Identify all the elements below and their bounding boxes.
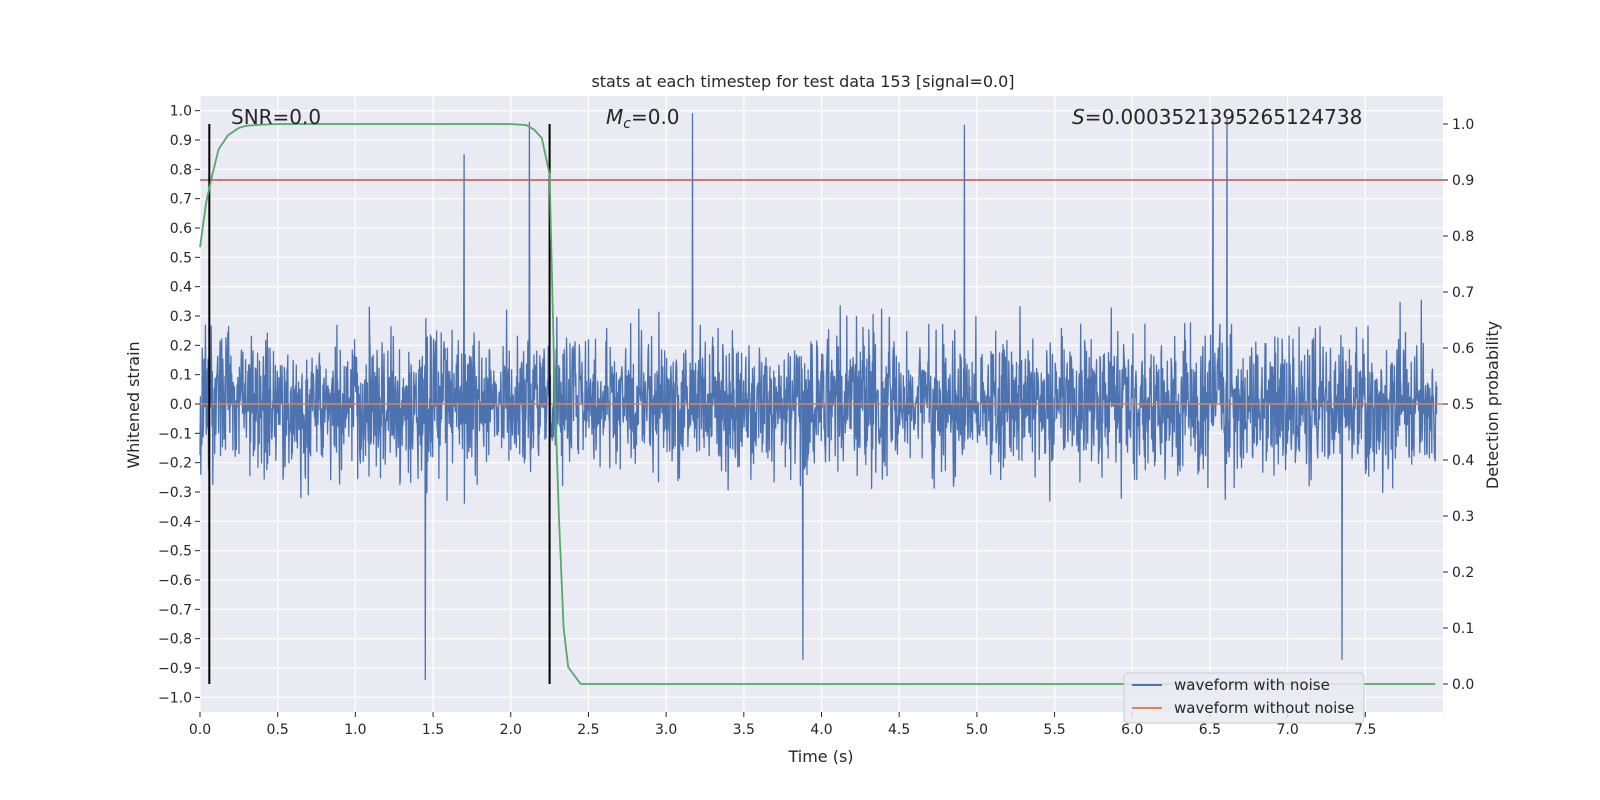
y-tick-label: 0.9 (170, 133, 192, 149)
x-tick-label: 2.5 (577, 722, 599, 738)
right-tick-label: 0.8 (1452, 229, 1474, 245)
y-tick-label: 0.6 (170, 221, 192, 237)
y-tick-label: 0.2 (170, 338, 192, 354)
right-tick-label: 0.9 (1452, 173, 1474, 189)
x-axis-ticks: 0.0 0.5 1.0 1.5 2.0 2.5 3.0 3.5 4.0 4.5 5.0 5.5 6.0 6… (189, 712, 1376, 738)
s-annotation: S=0.0003521395265124738 (1072, 105, 1362, 129)
y-axis-ticks: 1.0 0.9 0.8 0.7 0.6 0.5 0.4 0.3 0.2 0.1 0.0 −0.1 −0.… (158, 104, 200, 706)
x-tick-label: 7.0 (1276, 722, 1298, 738)
right-tick-label: 0.5 (1452, 397, 1474, 413)
mc-symbol: M (606, 105, 623, 129)
y-tick-label: −1.0 (158, 690, 192, 706)
y-tick-label: 0.7 (170, 192, 192, 208)
y-tick-label: 1.0 (170, 104, 192, 120)
noisy-waveform-line (199, 112, 1438, 681)
y-tick-label: −0.8 (158, 632, 192, 648)
legend-label-with-noise: waveform with noise (1174, 676, 1330, 694)
x-tick-label: 0.5 (267, 722, 289, 738)
y-tick-label: 0.4 (170, 280, 192, 296)
x-tick-label: 3.5 (733, 722, 755, 738)
x-tick-label: 0.0 (189, 722, 211, 738)
x-tick-label: 1.0 (344, 722, 366, 738)
y-tick-label: −0.2 (158, 456, 192, 472)
right-tick-label: 0.3 (1452, 509, 1474, 525)
x-tick-label: 4.5 (888, 722, 910, 738)
x-tick-label: 4.0 (810, 722, 832, 738)
y-tick-label: 0.1 (170, 368, 192, 384)
x-axis-label: Time (s) (787, 747, 853, 766)
chirp-mass-annotation: Mc=0.0 (606, 105, 680, 132)
snr-annotation: SNR=0.0 (231, 105, 321, 129)
legend-label-without-noise: waveform without noise (1174, 699, 1354, 717)
y-tick-label: 0.0 (170, 397, 192, 413)
x-tick-label: 5.0 (966, 722, 988, 738)
y-tick-label: −0.9 (158, 661, 192, 677)
x-tick-label: 5.5 (1043, 722, 1065, 738)
y-tick-label: 0.8 (170, 162, 192, 178)
noisy-waveform-series (199, 112, 1438, 681)
y-tick-label: −0.3 (158, 485, 192, 501)
right-tick-label: 0.4 (1452, 453, 1474, 469)
y-tick-label: −0.7 (158, 602, 192, 618)
mc-value: =0.0 (631, 105, 680, 129)
x-tick-label: 6.0 (1121, 722, 1143, 738)
s-value: =0.0003521395265124738 (1085, 105, 1363, 129)
right-tick-label: 1.0 (1452, 117, 1474, 133)
y-tick-label: −0.6 (158, 573, 192, 589)
y-tick-label: −0.5 (158, 544, 192, 560)
x-tick-label: 2.0 (500, 722, 522, 738)
right-tick-label: 0.6 (1452, 341, 1474, 357)
s-symbol: S (1072, 105, 1085, 129)
right-tick-label: 0.0 (1452, 677, 1474, 693)
y-tick-label: 0.5 (170, 250, 192, 266)
y-axis-label: Whitened strain (124, 341, 143, 468)
y-tick-label: −0.1 (158, 426, 192, 442)
detection-probability-line (199, 123, 1436, 685)
chart-title: stats at each timestep for test data 153… (591, 72, 1014, 91)
right-axis-ticks: 1.0 0.9 0.8 0.7 0.6 0.5 0.4 0.3 0.2 0.1 0.0 (1443, 117, 1474, 693)
legend-box (1123, 672, 1365, 724)
x-tick-label: 6.5 (1199, 722, 1221, 738)
y-tick-label: −0.4 (158, 514, 192, 530)
legend: waveform with noise waveform without noi… (1123, 672, 1365, 724)
right-tick-label: 0.2 (1452, 565, 1474, 581)
x-tick-label: 7.5 (1354, 722, 1376, 738)
right-tick-label: 0.1 (1452, 621, 1474, 637)
right-axis-label: Detection probability (1483, 321, 1502, 489)
x-tick-label: 3.0 (655, 722, 677, 738)
y-tick-label: 0.3 (170, 309, 192, 325)
mc-subscript: c (623, 116, 631, 132)
right-tick-label: 0.7 (1452, 285, 1474, 301)
x-tick-label: 1.5 (422, 722, 444, 738)
